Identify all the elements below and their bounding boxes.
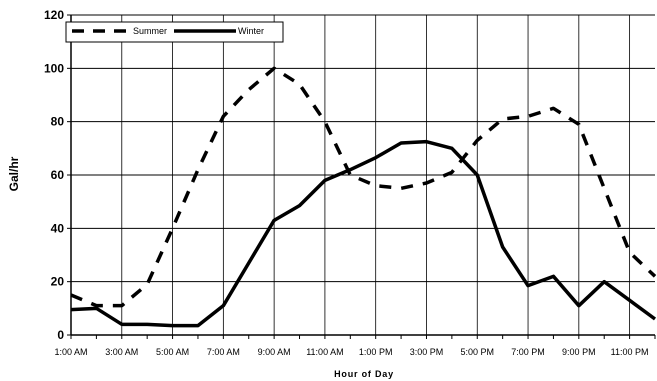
x-tick-label: 3:00 AM: [105, 347, 138, 357]
x-tick-label: 1:00 PM: [359, 347, 393, 357]
x-tick-label: 1:00 AM: [54, 347, 87, 357]
x-tick-label: 3:00 PM: [410, 347, 444, 357]
x-tick-label: 7:00 AM: [207, 347, 240, 357]
x-tick-label: 5:00 AM: [156, 347, 189, 357]
legend-label-summer: Summer: [133, 26, 167, 36]
tick-labels: 0 20 40 60 80 100 120 1:00 AM 3:00 AM 5:00 AM 7:00…: [44, 8, 649, 357]
y-tick-label: 60: [51, 168, 65, 182]
x-tick-label: 9:00 AM: [258, 347, 291, 357]
y-tick-label: 100: [44, 61, 64, 75]
x-tick-label: 9:00 PM: [562, 347, 596, 357]
axes: [67, 14, 656, 339]
y-tick-label: 80: [51, 115, 65, 129]
series-line-winter: [70, 139, 657, 328]
x-tick-label: 7:00 PM: [511, 347, 545, 357]
y-tick-label: 20: [51, 275, 65, 289]
legend-label-winter: Winter: [238, 26, 264, 36]
y-axis-label: Gal/hr: [7, 156, 21, 191]
series-layer: [70, 66, 657, 328]
y-tick-label: 120: [44, 8, 64, 22]
series-line-summer: [70, 66, 657, 308]
legend: Summer Winter: [65, 21, 284, 43]
x-tick-label: 11:00 AM: [306, 347, 343, 357]
x-tick-label: 5:00 PM: [460, 347, 494, 357]
y-tick-label: 40: [51, 221, 65, 235]
x-tick-label: 11:00 PM: [611, 347, 649, 357]
x-axis-label: Hour of Day: [334, 369, 394, 379]
y-tick-label: 0: [57, 328, 64, 342]
